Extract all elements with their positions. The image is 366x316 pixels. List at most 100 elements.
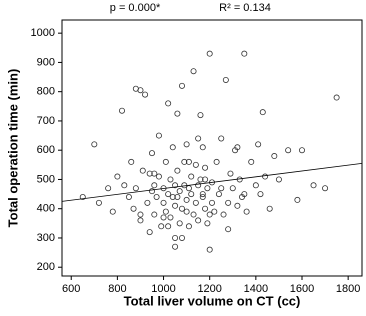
point	[241, 191, 248, 198]
point	[151, 182, 158, 189]
point	[167, 214, 174, 221]
x-tick-label: 1600	[290, 283, 314, 295]
point	[199, 194, 206, 201]
point	[155, 132, 162, 139]
point	[169, 144, 176, 151]
y-tick-label: 400	[37, 203, 55, 215]
point	[162, 158, 169, 165]
point	[176, 188, 183, 195]
point	[169, 194, 176, 201]
point	[178, 82, 185, 89]
x-axis-title: Total liver volume on CT (cc)	[124, 293, 301, 308]
point	[202, 205, 209, 212]
point	[137, 87, 144, 94]
point	[220, 211, 227, 218]
point	[222, 76, 229, 83]
y-tick-label: 900	[37, 56, 55, 68]
point	[91, 141, 98, 148]
point	[158, 223, 165, 230]
point	[174, 194, 181, 201]
y-tick-label: 700	[37, 115, 55, 127]
y-tick-label: 800	[37, 86, 55, 98]
point	[202, 176, 209, 183]
x-tick-label: 1800	[336, 283, 360, 295]
point	[197, 112, 204, 119]
point	[192, 161, 199, 168]
point	[188, 173, 195, 180]
point	[165, 191, 172, 198]
x-tick-label: 1000	[151, 283, 175, 295]
point	[148, 188, 155, 195]
point	[248, 158, 255, 165]
point	[130, 205, 137, 212]
point	[172, 234, 179, 241]
point	[125, 194, 132, 201]
point	[148, 150, 155, 157]
trend-line	[61, 162, 363, 202]
point	[128, 158, 135, 165]
point	[185, 223, 192, 230]
point	[172, 182, 179, 189]
point	[243, 208, 250, 215]
point	[174, 167, 181, 174]
point	[259, 109, 266, 116]
point	[174, 110, 181, 117]
point	[298, 147, 305, 154]
point	[132, 185, 139, 192]
point	[185, 158, 192, 165]
y-tick-label: 600	[37, 144, 55, 156]
point	[121, 182, 128, 189]
point	[188, 191, 195, 198]
point	[178, 234, 185, 241]
point	[190, 68, 197, 75]
point	[165, 100, 172, 107]
point	[241, 50, 248, 57]
y-tick-label: 1000	[31, 27, 55, 39]
point	[310, 182, 317, 189]
point	[142, 91, 149, 98]
annotation: p = 0.000*	[110, 2, 161, 14]
point	[137, 217, 144, 224]
point	[206, 211, 213, 218]
point	[218, 185, 225, 192]
point	[79, 194, 86, 201]
point	[202, 164, 209, 171]
point	[294, 196, 301, 203]
point	[257, 191, 264, 198]
point	[190, 211, 197, 218]
point	[95, 199, 102, 206]
point	[146, 170, 153, 177]
point	[266, 205, 273, 212]
point	[285, 147, 292, 154]
point	[105, 185, 112, 192]
point	[199, 191, 206, 198]
y-tick-label: 300	[37, 232, 55, 244]
point	[160, 199, 167, 206]
point	[153, 194, 160, 201]
point	[206, 246, 213, 253]
point	[218, 135, 225, 142]
point	[252, 182, 259, 189]
point	[165, 223, 172, 230]
point	[151, 170, 158, 177]
x-tick-label: 800	[108, 283, 126, 295]
y-tick-label: 500	[37, 173, 55, 185]
point	[195, 182, 202, 189]
point	[213, 158, 220, 165]
point	[183, 141, 190, 148]
point	[197, 176, 204, 183]
point	[208, 199, 215, 206]
point	[176, 220, 183, 227]
point	[225, 199, 232, 206]
point	[109, 208, 116, 215]
point	[215, 191, 222, 198]
point	[271, 153, 278, 160]
point	[322, 185, 329, 192]
point	[162, 208, 169, 215]
point	[229, 185, 236, 192]
point	[206, 50, 213, 57]
point	[234, 202, 241, 209]
point	[227, 170, 234, 177]
point	[211, 208, 218, 215]
